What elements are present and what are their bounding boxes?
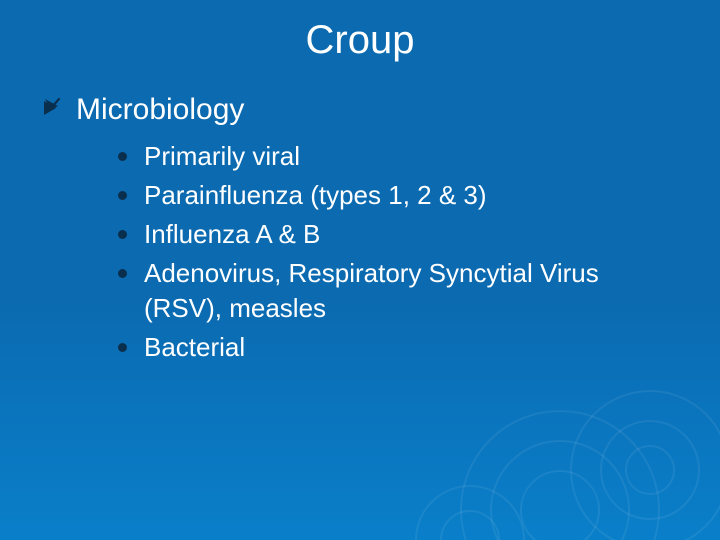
level2-item: Parainfluenza (types 1, 2 & 3) xyxy=(118,178,678,213)
slide-title: Croup xyxy=(0,0,720,91)
level2-label: Parainfluenza (types 1, 2 & 3) xyxy=(144,180,487,210)
level2-item: Influenza A & B xyxy=(118,217,678,252)
level2-item: Primarily viral xyxy=(118,139,678,174)
level1-label: Microbiology xyxy=(76,93,244,126)
level2-label: Primarily viral xyxy=(144,141,300,171)
level2-label: Bacterial xyxy=(144,332,245,362)
slide: Croup Microbiology Primarily viral Parai… xyxy=(0,0,720,540)
arrow-check-icon xyxy=(44,97,62,115)
level2-label: Influenza A & B xyxy=(144,219,320,249)
level1-list: Microbiology Primarily viral Parainfluen… xyxy=(0,91,720,365)
level1-item: Microbiology Primarily viral Parainfluen… xyxy=(44,91,720,365)
level2-item: Adenovirus, Respiratory Syncytial Virus … xyxy=(118,256,678,326)
level2-item: Bacterial xyxy=(118,330,678,365)
level2-list: Primarily viral Parainfluenza (types 1, … xyxy=(76,129,720,366)
level2-label: Adenovirus, Respiratory Syncytial Virus … xyxy=(144,258,599,323)
